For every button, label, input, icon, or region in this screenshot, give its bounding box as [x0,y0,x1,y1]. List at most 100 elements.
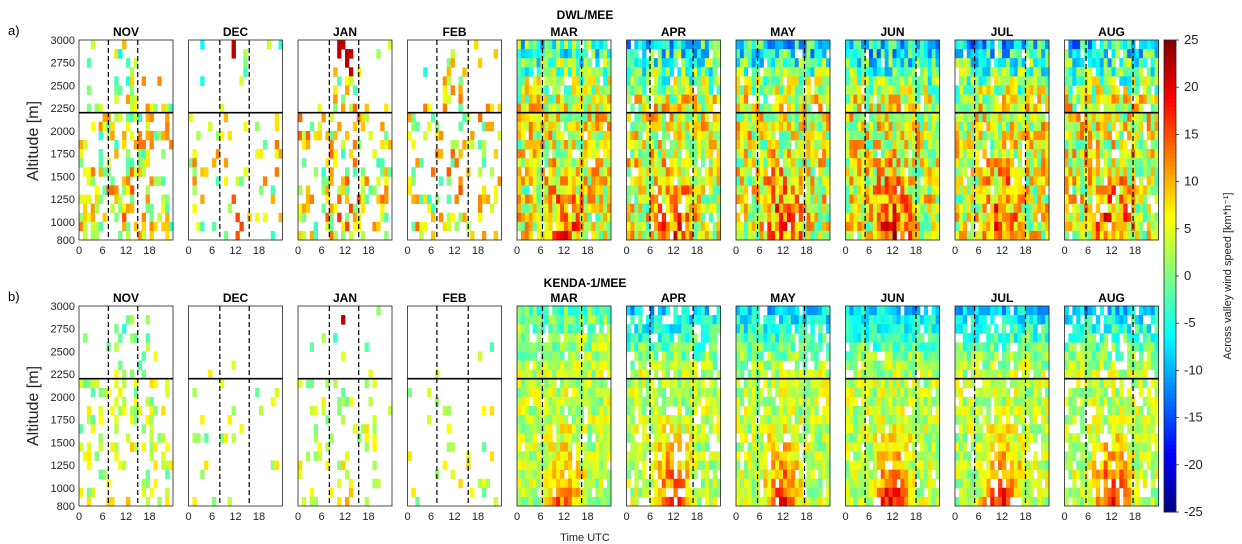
heatmap-cell [1103,94,1108,105]
heatmap-cell [755,315,760,325]
heatmap-cell [607,94,612,105]
heatmap-cell [704,167,710,177]
heatmap-cell [935,76,940,86]
heatmap-cell [446,76,451,86]
heatmap-cell [1127,194,1132,205]
heatmap-cell [642,140,647,150]
heatmap-cell [528,460,534,471]
heatmap-cell [685,221,690,232]
heatmap-cell [1091,112,1097,123]
heatmap-cell [603,212,608,223]
heatmap-cell [861,112,866,123]
heatmap-cell [876,203,882,214]
heatmap-cell [958,158,964,168]
heatmap-cell [129,94,135,105]
heatmap-cell [450,58,455,68]
heatmap-cell [845,67,850,77]
heatmap-cell [661,496,667,507]
heatmap-cell [1021,221,1026,232]
heatmap-cell [743,469,749,480]
heatmap-cell [583,342,588,352]
heatmap-cell [638,360,643,371]
heatmap-cell [313,406,318,416]
heatmap-cell [599,378,604,389]
x-tick-label: 12 [886,245,898,257]
heatmap-cell [771,415,776,425]
heatmap-cell [865,221,870,232]
heatmap-cell [1072,49,1077,59]
heatmap-cell [1123,185,1128,195]
heatmap-cell [763,112,768,123]
heatmap-cell [657,460,663,471]
heatmap-cell [462,212,467,223]
heatmap-cell [646,230,651,241]
heatmap-cell [552,324,557,334]
heatmap-cell [583,67,588,77]
heatmap-cell [161,451,166,461]
heatmap-cell [759,212,764,223]
heatmap-cell [1080,103,1085,114]
heatmap-cell [520,315,526,325]
heatmap-cell [556,451,561,461]
heatmap-cell [818,112,823,123]
heatmap-cell [1045,67,1050,77]
heatmap-cell [544,112,549,123]
heatmap-cell [923,40,929,50]
heatmap-cell [908,176,913,186]
heatmap-cell [747,112,753,123]
heatmap-cell [278,149,283,159]
heatmap-cell [348,487,354,498]
heatmap-cell [923,140,929,150]
heatmap-cell [1123,40,1128,50]
x-tick-label: 0 [514,245,520,257]
heatmap-cell [650,424,655,434]
heatmap-cell [681,67,686,77]
heatmap-cell [536,460,541,471]
heatmap-cell [978,67,983,77]
heatmap-cell [919,76,925,86]
heatmap-cell [1123,58,1128,68]
heatmap-cell [763,424,768,434]
heatmap-cell [129,76,135,86]
heatmap-cell [133,415,139,425]
heatmap-cell [982,167,987,177]
heatmap-cell [685,230,690,241]
heatmap-cell [524,221,530,232]
heatmap-cell [1068,158,1073,168]
heatmap-cell [567,306,573,316]
heatmap-cell [564,203,569,214]
heatmap-cell [634,158,639,168]
heatmap-cell [704,67,710,77]
heatmap-cell [708,176,714,186]
heatmap-cell [763,396,768,407]
heatmap-cell [1002,121,1007,132]
heatmap-cell [1103,121,1108,132]
heatmap-cell [826,230,831,241]
heatmap-cell [1091,85,1097,95]
heatmap-cell [626,203,631,214]
heatmap-cell [876,194,882,205]
heatmap-cell [364,433,369,443]
heatmap-cell [544,415,549,425]
heatmap-cell [1064,194,1069,205]
heatmap-cell [669,442,674,452]
heatmap-cell [255,121,260,132]
heatmap-cell [810,58,815,68]
heatmap-cell [520,94,526,105]
heatmap-cell [845,76,850,86]
heatmap-cell [583,478,588,489]
heatmap-cell [122,185,127,195]
heatmap-cell [126,230,131,241]
heatmap-cell [681,351,686,361]
heatmap-cell [736,415,741,425]
heatmap-cell [673,94,678,105]
heatmap-cell [1072,212,1077,223]
heatmap-cell [998,194,1003,205]
heatmap-cell [779,94,784,105]
x-tick-label: 6 [318,245,324,257]
heatmap-cell [329,140,334,150]
heatmap-cell [528,387,534,398]
heatmap-cell [595,185,600,195]
heatmap-cell [759,424,764,434]
heatmap-cell [599,396,604,407]
